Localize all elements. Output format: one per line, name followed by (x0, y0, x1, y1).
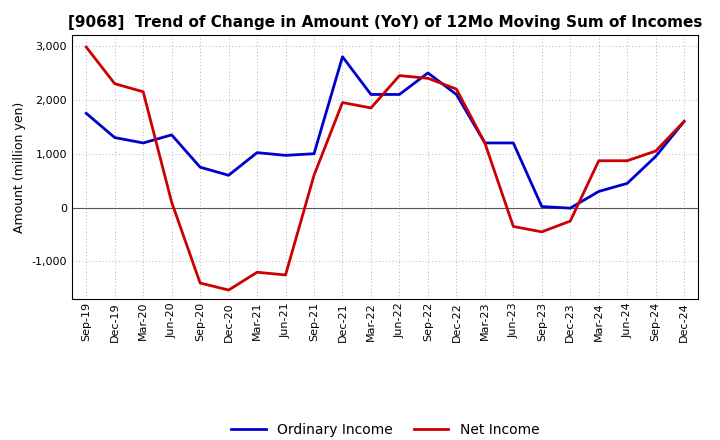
Ordinary Income (423, 70, 432, 76)
Ordinary Income (110, 135, 119, 140)
Ordinary Income (167, 132, 176, 138)
Net Income (366, 105, 375, 110)
Ordinary Income (338, 54, 347, 59)
Net Income (225, 287, 233, 293)
Ordinary Income (566, 205, 575, 211)
Ordinary Income (595, 189, 603, 194)
Ordinary Income (253, 150, 261, 155)
Net Income (623, 158, 631, 163)
Ordinary Income (509, 140, 518, 146)
Net Income (423, 76, 432, 81)
Net Income (82, 44, 91, 50)
Net Income (566, 218, 575, 224)
Legend: Ordinary Income, Net Income: Ordinary Income, Net Income (225, 417, 545, 440)
Ordinary Income (366, 92, 375, 97)
Net Income (139, 89, 148, 95)
Ordinary Income (480, 140, 489, 146)
Ordinary Income (452, 92, 461, 97)
Net Income (282, 272, 290, 278)
Ordinary Income (652, 154, 660, 159)
Net Income (537, 229, 546, 235)
Net Income (652, 148, 660, 154)
Net Income (595, 158, 603, 163)
Net Income (253, 270, 261, 275)
Ordinary Income (225, 172, 233, 178)
Net Income (310, 172, 318, 178)
Ordinary Income (139, 140, 148, 146)
Y-axis label: Amount (million yen): Amount (million yen) (13, 102, 26, 233)
Ordinary Income (282, 153, 290, 158)
Ordinary Income (395, 92, 404, 97)
Ordinary Income (82, 111, 91, 116)
Net Income (509, 224, 518, 229)
Net Income (196, 280, 204, 286)
Ordinary Income (196, 165, 204, 170)
Net Income (395, 73, 404, 78)
Net Income (452, 86, 461, 92)
Line: Net Income: Net Income (86, 47, 684, 290)
Net Income (167, 200, 176, 205)
Net Income (680, 119, 688, 124)
Ordinary Income (680, 119, 688, 124)
Ordinary Income (310, 151, 318, 156)
Net Income (480, 140, 489, 146)
Title: [9068]  Trend of Change in Amount (YoY) of 12Mo Moving Sum of Incomes: [9068] Trend of Change in Amount (YoY) o… (68, 15, 703, 30)
Ordinary Income (623, 181, 631, 186)
Net Income (110, 81, 119, 86)
Line: Ordinary Income: Ordinary Income (86, 57, 684, 208)
Net Income (338, 100, 347, 105)
Ordinary Income (537, 204, 546, 209)
